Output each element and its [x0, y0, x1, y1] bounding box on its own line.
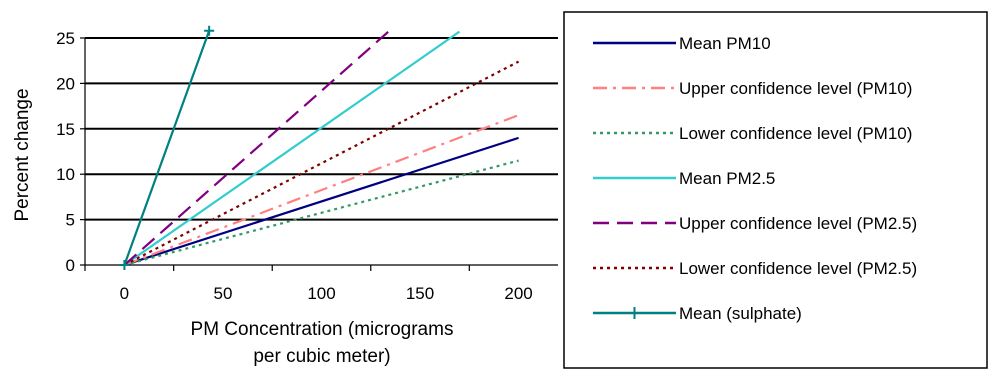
legend: Mean PM10 Upper confidence level (PM10) Lo… — [563, 11, 988, 369]
x-tick-label: 200 — [504, 284, 532, 303]
y-axis-title: Percent change — [12, 88, 33, 221]
x-tick-label: 50 — [213, 284, 232, 303]
y-tick-label: 25 — [56, 29, 75, 48]
legend-item-6: Lower confidence level (PM2.5) — [593, 259, 917, 278]
legend-item-7: Mean (sulphate) — [593, 304, 802, 323]
series-line-6 — [123, 60, 520, 266]
series-line-1 — [124, 136, 519, 267]
x-axis-title-line-2: per cubic meter) — [253, 346, 390, 367]
x-axis-title-line-1: PM Concentration (micrograms — [191, 319, 454, 340]
series-marker — [204, 25, 215, 36]
x-tick-label: 100 — [307, 284, 335, 303]
y-tick-label: 10 — [56, 165, 75, 184]
series-line-5 — [123, 29, 392, 266]
x-tick-label: 150 — [406, 284, 434, 303]
series-line-4 — [123, 30, 461, 266]
legend-label: Mean PM10 — [679, 34, 771, 53]
series-lines — [119, 25, 520, 270]
legend-item-3: Lower confidence level (PM10) — [593, 124, 912, 143]
legend-item-2: Upper confidence level (PM10) — [593, 79, 912, 98]
legend-label: Mean (sulphate) — [679, 304, 802, 323]
tick-labels: 0 5 10 15 20 25 0 50 100 150 200 — [56, 29, 533, 303]
legend-label: Upper confidence level (PM10) — [679, 79, 912, 98]
legend-item-1: Mean PM10 — [593, 34, 771, 53]
y-tick-label: 15 — [56, 120, 75, 139]
legend-label: Upper confidence level (PM2.5) — [679, 214, 917, 233]
legend-label: Mean PM2.5 — [679, 169, 775, 188]
legend-marker — [628, 307, 641, 319]
y-tick-label: 5 — [66, 211, 75, 230]
legend-item-5: Upper confidence level (PM2.5) — [593, 214, 917, 233]
legend-item-4: Mean PM2.5 — [593, 169, 775, 188]
axes — [80, 37, 558, 271]
x-tick-label: 0 — [120, 284, 129, 303]
series-line-2 — [124, 114, 519, 267]
y-tick-label: 0 — [66, 256, 75, 275]
legend-label: Lower confidence level (PM2.5) — [679, 259, 917, 278]
y-tick-label: 20 — [56, 74, 75, 93]
series-line-7 — [123, 30, 211, 266]
series-line-3 — [124, 159, 519, 267]
legend-label: Lower confidence level (PM10) — [679, 124, 912, 143]
series-marker — [119, 260, 130, 270]
